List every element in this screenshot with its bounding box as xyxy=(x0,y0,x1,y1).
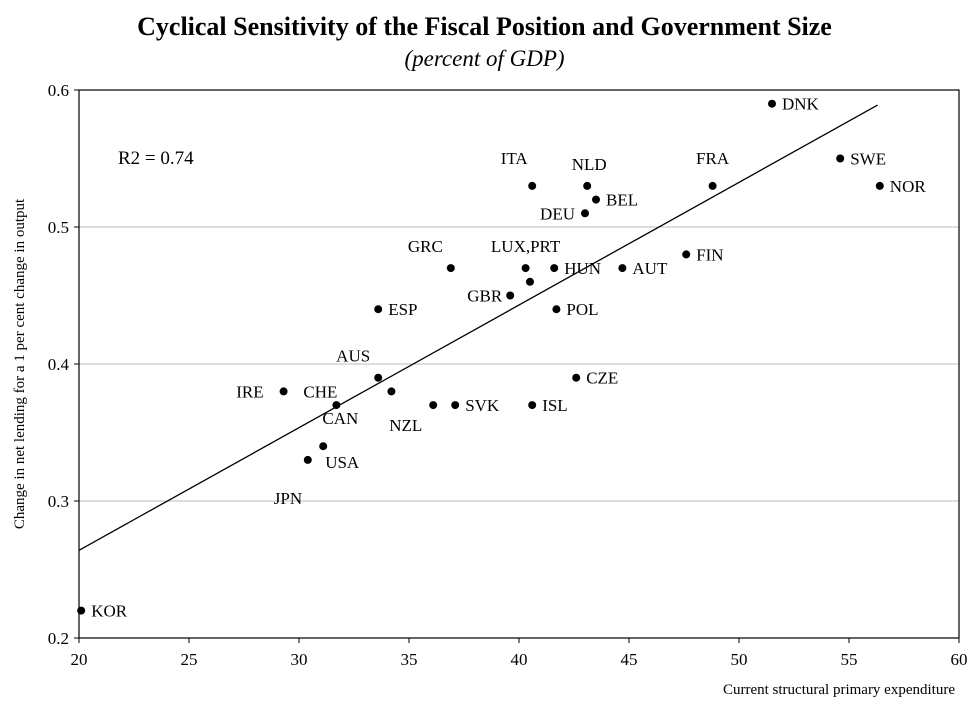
chart-subtitle: (percent of GDP) xyxy=(404,46,565,71)
x-tick-label: 55 xyxy=(841,650,858,669)
y-tick-label: 0.2 xyxy=(48,629,69,648)
y-axis-label: Change in net lending for a 1 per cent c… xyxy=(12,198,28,529)
data-point-svk xyxy=(451,401,460,410)
y-tick-label: 0.6 xyxy=(48,81,69,100)
data-point-ire xyxy=(279,387,288,396)
point-label: JPN xyxy=(274,489,302,508)
point-label: SVK xyxy=(465,396,500,415)
point-label: NLD xyxy=(572,155,607,174)
data-point-hun xyxy=(550,264,559,273)
x-tick-label: 60 xyxy=(951,650,968,669)
point-label: IRE xyxy=(236,382,263,401)
chart-title: Cyclical Sensitivity of the Fiscal Posit… xyxy=(137,12,832,41)
data-point-ita xyxy=(528,181,537,190)
data-point-nld xyxy=(583,181,592,190)
data-point-esp xyxy=(374,305,383,314)
x-tick-label: 25 xyxy=(181,650,198,669)
point-label: ESP xyxy=(388,300,417,319)
data-point-lux-prt xyxy=(521,264,530,273)
point-label: GRC xyxy=(408,237,443,256)
point-label: AUS xyxy=(336,347,370,366)
x-tick-label: 20 xyxy=(71,650,88,669)
data-point xyxy=(526,277,534,286)
point-label: FRA xyxy=(696,149,730,168)
data-point-aut xyxy=(618,264,627,273)
point-label: POL xyxy=(566,300,598,319)
point-label: DNK xyxy=(782,95,820,114)
data-point-fin xyxy=(682,250,691,259)
data-point-pol xyxy=(552,305,561,314)
point-label: LUX,PRT xyxy=(491,237,561,256)
point-label: NZL xyxy=(389,416,422,435)
x-tick-label: 30 xyxy=(291,650,308,669)
point-label: AUT xyxy=(632,259,668,278)
x-tick-label: 35 xyxy=(401,650,418,669)
point-label: GBR xyxy=(467,287,503,306)
point-label: CHE xyxy=(303,382,337,401)
data-point-dnk xyxy=(768,99,776,108)
data-point-nor xyxy=(875,181,884,190)
point-label: SWE xyxy=(850,150,886,169)
point-label: BEL xyxy=(606,191,638,210)
data-point-grc xyxy=(446,264,455,273)
data-point-deu xyxy=(581,209,589,218)
data-point-swe xyxy=(836,154,845,163)
data-point-fra xyxy=(708,181,717,190)
trend-line xyxy=(78,104,878,551)
point-label: HUN xyxy=(564,259,601,278)
x-tick-label: 40 xyxy=(511,650,528,669)
data-point-usa xyxy=(319,442,328,451)
r-squared-annotation: R2 = 0.74 xyxy=(118,148,194,169)
point-label: CAN xyxy=(322,409,358,428)
data-point-gbr xyxy=(506,291,515,300)
x-tick-label: 45 xyxy=(621,650,638,669)
y-tick-label: 0.5 xyxy=(48,218,69,237)
data-point-cze xyxy=(572,373,581,382)
point-label: ITA xyxy=(501,149,529,168)
point-label: NOR xyxy=(890,177,927,196)
point-label: FIN xyxy=(696,245,723,264)
data-point-kor xyxy=(77,606,86,615)
x-tick-label: 50 xyxy=(731,650,748,669)
y-tick-label: 0.3 xyxy=(48,492,69,511)
data-point-che xyxy=(387,387,396,396)
data-point-nzl xyxy=(429,401,438,410)
point-label: ISL xyxy=(542,396,568,415)
data-point-bel xyxy=(592,195,600,204)
point-label: USA xyxy=(325,453,360,472)
data-point-aus xyxy=(374,373,383,382)
data-point-jpn xyxy=(303,455,312,464)
x-axis-label: Current structural primary expenditure xyxy=(723,682,955,698)
data-point-can xyxy=(332,401,341,410)
point-label: CZE xyxy=(586,369,618,388)
point-label: KOR xyxy=(91,602,128,621)
point-label: DEU xyxy=(540,204,575,223)
data-point-isl xyxy=(528,401,537,410)
y-tick-label: 0.4 xyxy=(48,355,70,374)
